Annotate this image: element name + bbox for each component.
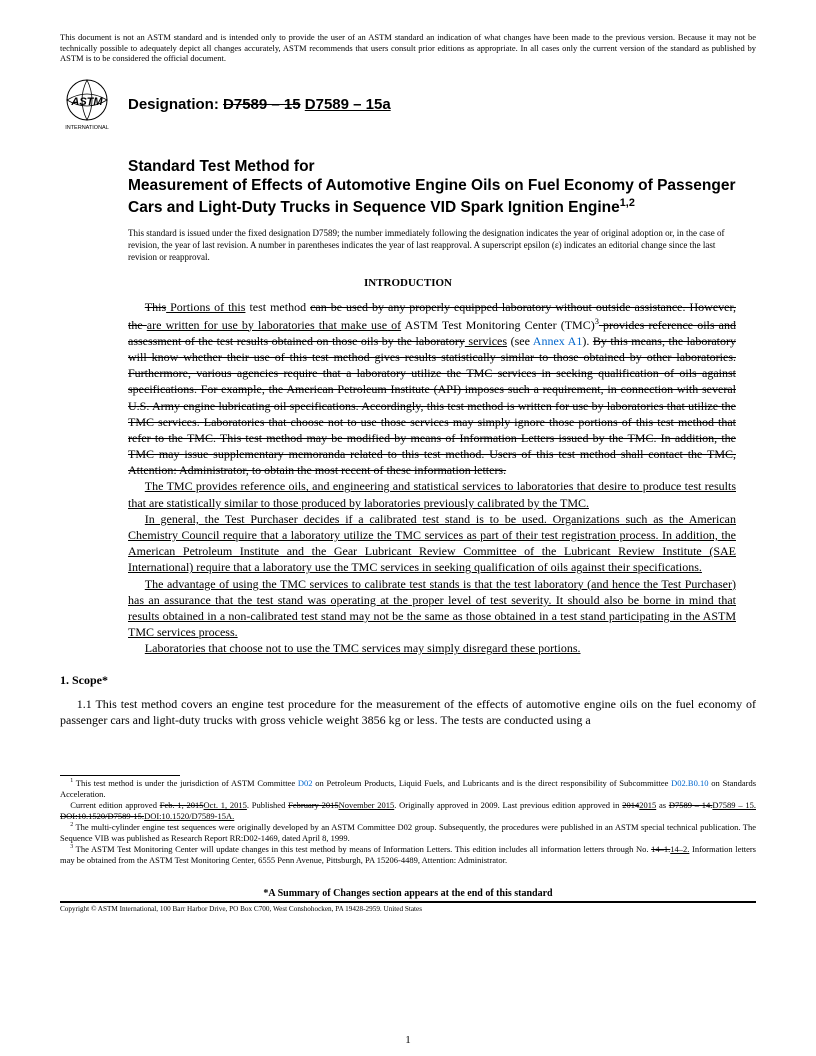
- t: The advantage of using the TMC services …: [128, 577, 736, 640]
- designation-old: D7589 – 15: [223, 96, 301, 113]
- copyright-row: Copyright © ASTM International, 100 Barr…: [60, 901, 756, 913]
- t: Laboratories that choose not to use the …: [145, 641, 581, 655]
- t: ).: [582, 334, 593, 348]
- t: D7589 – 15.: [712, 800, 756, 810]
- t: Current edition approved: [70, 800, 160, 810]
- t: test method: [245, 300, 310, 314]
- designation: Designation: D7589 – 15 D7589 – 15a: [128, 96, 391, 113]
- title-block: Standard Test Method for Measurement of …: [128, 158, 736, 218]
- footnote-rule: [60, 775, 180, 776]
- footnote-1: 1 This test method is under the jurisdic…: [60, 778, 756, 800]
- t: on Petroleum Products, Liquid Fuels, and…: [313, 778, 672, 788]
- t: This test method is under the jurisdicti…: [73, 778, 298, 788]
- t: Oct. 1, 2015: [204, 800, 247, 810]
- t: DOI:10.1520/D7589-15A.: [144, 811, 234, 821]
- introduction-body: This Portions of this test method can be…: [128, 299, 736, 656]
- title-superscript: 1,2: [620, 197, 635, 209]
- t: are written for use by laboratories that…: [147, 318, 401, 332]
- intro-para-4: The advantage of using the TMC services …: [128, 576, 736, 641]
- t: . Published: [247, 800, 288, 810]
- title-main-text: Measurement of Effects of Automotive Eng…: [128, 177, 735, 216]
- t: 14–2.: [670, 844, 689, 854]
- footnotes: 1 This test method is under the jurisdic…: [60, 778, 756, 866]
- t: In general, the Test Purchaser decides i…: [128, 512, 736, 575]
- designation-label: Designation:: [128, 96, 219, 113]
- t: . Originally approved in 2009. Last prev…: [394, 800, 622, 810]
- t: services: [465, 334, 507, 348]
- t: 2014: [622, 800, 639, 810]
- t: D7589 – 14.: [669, 800, 713, 810]
- intro-para-2: The TMC provides reference oils, and eng…: [128, 478, 736, 510]
- t: 2015: [639, 800, 656, 810]
- t: This: [145, 300, 166, 314]
- scope-heading: 1. Scope*: [60, 673, 756, 688]
- t: February 2015: [288, 800, 338, 810]
- intro-para-5: Laboratories that choose not to use the …: [128, 640, 736, 656]
- top-disclaimer: This document is not an ASTM standard an…: [60, 32, 756, 64]
- astm-logo: ASTM INTERNATIONAL: [60, 78, 114, 132]
- title-pre: Standard Test Method for: [128, 158, 736, 176]
- committee-link[interactable]: D02: [298, 778, 313, 788]
- svg-text:INTERNATIONAL: INTERNATIONAL: [65, 125, 109, 131]
- page-number: 1: [0, 1034, 816, 1046]
- issued-note: This standard is issued under the fixed …: [128, 228, 736, 263]
- header-row: ASTM INTERNATIONAL Designation: D7589 – …: [60, 78, 756, 132]
- annex-link[interactable]: Annex A1: [533, 334, 583, 348]
- summary-note: *A Summary of Changes section appears at…: [60, 888, 756, 899]
- t: November 2015: [339, 800, 395, 810]
- designation-new: D7589 – 15a: [305, 96, 391, 113]
- t: Feb. 1, 2015: [160, 800, 204, 810]
- page: This document is not an ASTM standard an…: [0, 0, 816, 1056]
- t: 14–1.: [651, 844, 670, 854]
- copyright-text: Copyright © ASTM International, 100 Barr…: [60, 905, 422, 913]
- footnote-3: 3 The ASTM Test Monitoring Center will u…: [60, 844, 756, 866]
- footnote-2: 2 The multi-cylinder engine test sequenc…: [60, 822, 756, 844]
- t: The TMC provides reference oils, and eng…: [128, 479, 736, 509]
- subcommittee-link[interactable]: D02.B0.10: [671, 778, 708, 788]
- t: Portions of this: [166, 300, 245, 314]
- t: as: [656, 800, 669, 810]
- t: ASTM Test Monitoring Center (TMC): [401, 318, 595, 332]
- intro-para-3: In general, the Test Purchaser decides i…: [128, 511, 736, 576]
- scope-body: 1.1 This test method covers an engine te…: [60, 696, 756, 730]
- t: By this means, the laboratory will know …: [128, 334, 736, 478]
- t: The ASTM Test Monitoring Center will upd…: [73, 844, 651, 854]
- t: DOI:10.1520/D7589-15.: [60, 811, 144, 821]
- introduction-heading: INTRODUCTION: [60, 277, 756, 289]
- t: The multi-cylinder engine test sequences…: [60, 822, 756, 843]
- title-main: Measurement of Effects of Automotive Eng…: [128, 176, 736, 218]
- t: (see: [507, 334, 533, 348]
- footnote-1b: Current edition approved Feb. 1, 2015Oct…: [60, 800, 756, 822]
- intro-para-1: This Portions of this test method can be…: [128, 299, 736, 478]
- svg-text:ASTM: ASTM: [70, 96, 103, 108]
